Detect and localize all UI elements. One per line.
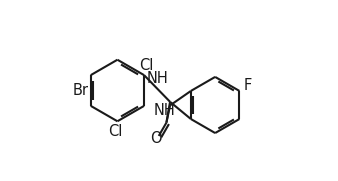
- Text: Cl: Cl: [108, 124, 123, 139]
- Text: Cl: Cl: [139, 58, 153, 73]
- Text: Br: Br: [73, 83, 89, 98]
- Text: O: O: [150, 131, 161, 146]
- Text: NH: NH: [146, 71, 168, 86]
- Text: F: F: [243, 78, 252, 93]
- Text: NH: NH: [154, 103, 175, 118]
